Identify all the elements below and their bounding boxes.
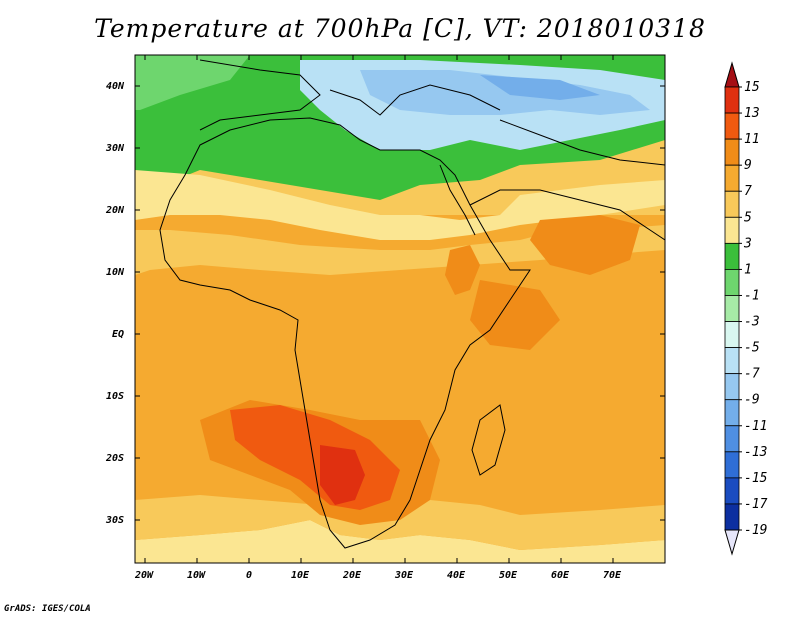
field-cold-core <box>360 70 650 115</box>
lon-label: 10W <box>187 570 206 581</box>
arabia-coastline <box>469 189 665 241</box>
iberia-coastline <box>199 59 321 131</box>
lat-label: 20S <box>105 453 124 464</box>
colorbar-label: 11 <box>744 132 760 147</box>
colorbar-box <box>724 477 740 505</box>
lat-label: 30S <box>105 515 124 526</box>
field-somalia-warm <box>470 280 560 350</box>
colorbar-label: -1 <box>744 288 760 303</box>
lat-ticks <box>135 85 665 521</box>
colorbar-box <box>724 451 740 479</box>
colorbar-bottom-arrow <box>724 529 740 556</box>
lon-axis: 20W 10W 0 10E 20E 30E 40E 50E 60E 70E <box>134 55 622 581</box>
credit-label: GrADS: IGES/COLA <box>4 604 91 614</box>
lon-label: 20E <box>342 570 362 581</box>
field-arabian-sea-warm <box>530 215 640 275</box>
colorbar-label: -19 <box>744 523 767 538</box>
lon-ticks <box>144 55 614 563</box>
lon-label: 40E <box>447 570 466 581</box>
colorbar-box <box>724 216 740 244</box>
red-sea-coast <box>439 164 476 236</box>
colorbar-box <box>724 269 740 296</box>
lon-label: 70E <box>603 570 622 581</box>
lon-label: 10E <box>291 570 310 581</box>
colorbar-label: -3 <box>744 315 760 330</box>
colorbar-box <box>724 347 740 375</box>
lat-label: 10S <box>106 391 124 402</box>
colorbar-box <box>724 503 740 531</box>
africa-coastline <box>159 117 531 549</box>
lon-label: 50E <box>499 570 518 581</box>
colorbar-label: 5 <box>744 210 752 225</box>
lat-label: 30N <box>105 143 125 154</box>
colorbar-label: -5 <box>744 341 760 356</box>
map-title: Temperature at 700hPa [C], VT: 201801031… <box>94 14 706 43</box>
field-green-light <box>135 55 250 110</box>
field-ethiopia-warm <box>445 245 480 295</box>
colorbar-box <box>724 112 740 140</box>
colorbar-box <box>724 242 740 270</box>
colorbar-box <box>724 399 740 427</box>
colorbar-label: -9 <box>744 393 760 408</box>
lon-label: 30E <box>394 570 414 581</box>
field-sahara-pale <box>135 170 665 240</box>
lat-label: 10N <box>106 267 125 278</box>
lat-label: 20N <box>105 205 125 216</box>
lon-label: 0 <box>246 570 252 581</box>
colorbar-label: -13 <box>744 445 767 460</box>
colorbar-label: -7 <box>744 367 760 382</box>
colorbar-box <box>724 164 740 192</box>
colorbar-label: -11 <box>744 419 767 434</box>
temperature-field <box>135 55 665 563</box>
coastlines <box>159 59 665 549</box>
field-colder-core <box>480 75 600 100</box>
colorbar-box <box>724 138 740 166</box>
colorbar: 15 13 11 9 7 5 3 1 -1 -3 -5 -7 -9 -11 -13 -15 -17 -19 <box>724 61 768 556</box>
colorbar-box <box>724 321 740 348</box>
colorbar-label: 1 <box>744 262 752 277</box>
lon-label: 20W <box>134 570 154 581</box>
europe-coastline <box>329 84 501 116</box>
colorbar-label: 13 <box>744 106 760 121</box>
colorbar-label: 3 <box>743 236 752 251</box>
lat-axis: 40N 30N 20N 10N EQ 10S 20S 30S <box>105 81 665 526</box>
lat-label: EQ <box>112 329 124 340</box>
colorbar-top-arrow <box>724 61 740 88</box>
colorbar-box <box>724 295 740 322</box>
colorbar-label: 15 <box>744 80 760 95</box>
colorbar-label: -15 <box>744 471 768 486</box>
lat-label: 40N <box>106 81 125 92</box>
colorbar-label: 7 <box>744 184 752 199</box>
plot-frame <box>134 54 666 564</box>
colorbar-box <box>724 190 740 218</box>
asia-coastline <box>499 119 665 166</box>
colorbar-label: -17 <box>744 497 768 512</box>
colorbar-label: 9 <box>744 158 752 173</box>
colorbar-box <box>724 86 740 114</box>
colorbar-box <box>724 373 740 401</box>
madagascar-coastline <box>471 404 506 476</box>
field-south-band <box>135 495 665 550</box>
field-namibia-hotspot <box>320 445 365 505</box>
lon-label: 60E <box>551 570 570 581</box>
colorbar-box <box>724 425 740 453</box>
field-south-pale <box>135 520 665 563</box>
